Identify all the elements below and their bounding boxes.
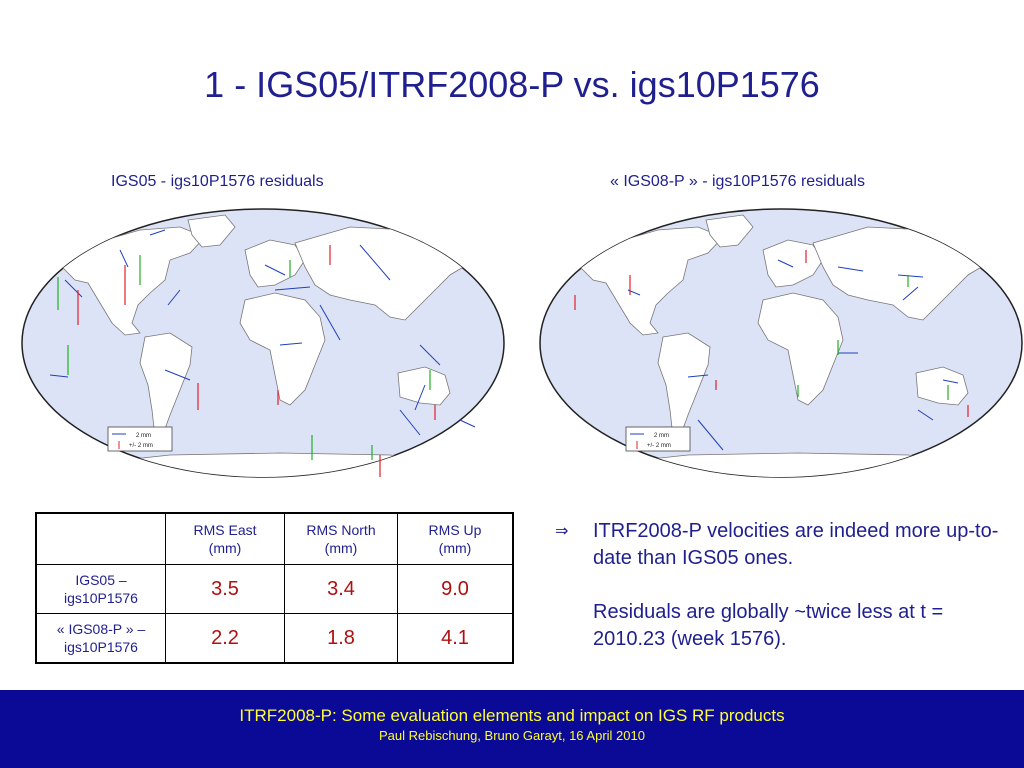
conclusion-paragraph-1: ITRF2008-P velocities are indeed more up… — [593, 520, 999, 569]
residual-arrow — [264, 264, 286, 276]
residual-arrow — [119, 249, 129, 268]
residual-arrow — [697, 419, 724, 451]
column-header-rms-north: RMS North (mm) — [284, 512, 398, 565]
residual-arrow — [274, 286, 311, 291]
residual-arrow — [319, 304, 341, 341]
legend-vertical-label: +/- 2 mm — [129, 443, 153, 449]
row-label-igs05: IGS05 – igs10P1576 — [35, 564, 166, 614]
residual-arrow — [49, 374, 69, 378]
residual-arrow — [687, 374, 709, 378]
column-header-rms-up: RMS Up (mm) — [397, 512, 514, 565]
residual-arrow — [419, 344, 441, 366]
residual-arrow — [902, 286, 919, 301]
legend-vertical-label: +/- 2 mm — [647, 443, 671, 449]
cell-igs08p-north: 1.8 — [284, 613, 398, 664]
conclusion-text: ITRF2008-P velocities are indeed more up… — [593, 518, 1003, 653]
footer-bar: ITRF2008-P: Some evaluation elements and… — [0, 690, 1024, 768]
table-row: IGS05 – igs10P1576 3.5 3.4 9.0 — [35, 564, 514, 614]
rms-table: RMS East (mm) RMS North (mm) RMS Up (mm)… — [35, 512, 514, 664]
conclusion-paragraph-2: Residuals are globally ~twice less at t … — [593, 601, 944, 650]
right-map-caption: « IGS08-P » - igs10P1576 residuals — [610, 173, 865, 190]
residual-arrow — [897, 274, 924, 278]
residual-arrow — [167, 289, 181, 306]
residual-arrow — [459, 419, 476, 428]
igs08p-residuals-map: 2 mm +/- 2 mm — [538, 205, 1024, 481]
vertical-residuals — [574, 250, 969, 417]
residual-arrow — [279, 342, 303, 346]
continents — [567, 214, 1009, 477]
residual-arrow — [837, 266, 864, 272]
residual-arrow — [149, 229, 166, 236]
residual-arrow — [64, 279, 83, 298]
legend-horizontal-label: 2 mm — [136, 433, 151, 439]
residual-arrow — [414, 384, 426, 411]
cell-igs05-east: 3.5 — [165, 564, 285, 614]
implies-arrow-icon: ⇒ — [555, 523, 569, 540]
residual-vectors — [627, 259, 959, 451]
map-legend: 2 mm +/- 2 mm — [625, 426, 691, 452]
table-corner-cell — [35, 512, 166, 565]
column-header-rms-east: RMS East (mm) — [165, 512, 285, 565]
igs05-residuals-map: 2 mm +/- 2 mm — [20, 205, 506, 481]
cell-igs05-up: 9.0 — [397, 564, 514, 614]
residual-arrow — [399, 409, 421, 436]
residual-arrow — [917, 409, 934, 421]
table-header-row: RMS East (mm) RMS North (mm) RMS Up (mm) — [35, 512, 514, 565]
residual-arrow — [164, 369, 191, 381]
vertical-residuals — [57, 245, 436, 477]
residual-arrow — [942, 379, 959, 384]
table-row: « IGS08-P » – igs10P1576 2.2 1.8 4.1 — [35, 613, 514, 664]
cell-igs08p-east: 2.2 — [165, 613, 285, 664]
residual-vectors — [49, 229, 476, 436]
cell-igs05-north: 3.4 — [284, 564, 398, 614]
row-label-igs08p: « IGS08-P » – igs10P1576 — [35, 613, 166, 664]
cell-igs08p-up: 4.1 — [397, 613, 514, 664]
map-legend: 2 mm +/- 2 mm — [107, 426, 173, 452]
residual-arrow — [777, 259, 794, 268]
footer-title: ITRF2008-P: Some evaluation elements and… — [239, 706, 785, 725]
residual-arrow — [359, 244, 391, 281]
footer-subtitle: Paul Rebischung, Bruno Garayt, 16 April … — [379, 728, 645, 743]
slide-title: 1 - IGS05/ITRF2008-P vs. igs10P1576 — [204, 64, 820, 105]
left-map-caption: IGS05 - igs10P1576 residuals — [111, 173, 324, 190]
legend-horizontal-label: 2 mm — [654, 433, 669, 439]
